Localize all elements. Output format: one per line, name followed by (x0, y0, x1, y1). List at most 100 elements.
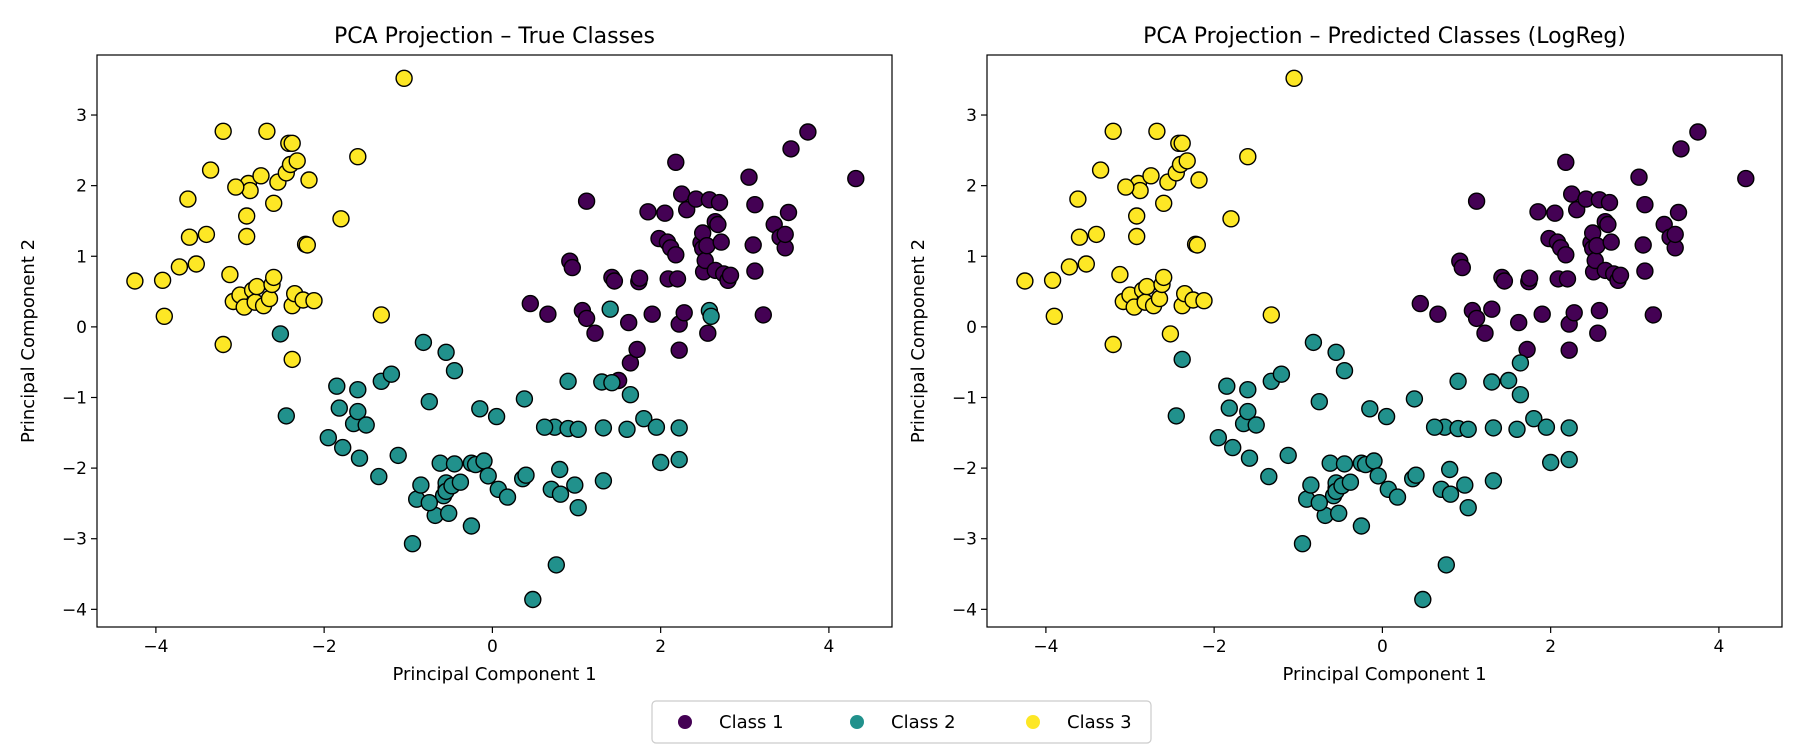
data-point-class-3 (1070, 228, 1089, 246)
data-point-class-2 (524, 590, 542, 609)
plot-frame (96, 54, 893, 628)
data-point-class-3 (241, 181, 259, 200)
y-tick-label: −1 (952, 388, 977, 408)
x-tick-label: −4 (143, 637, 168, 657)
data-point-class-3 (265, 194, 283, 213)
y-tick-label: 1 (966, 247, 977, 267)
data-point-class-3 (1188, 236, 1207, 254)
y-tick-label: −4 (952, 600, 977, 620)
data-point-class-3 (349, 147, 367, 166)
data-point-class-2 (1335, 455, 1354, 473)
data-point-class-2 (569, 499, 587, 517)
data-point-class-1 (1636, 195, 1654, 214)
data-point-class-1 (1630, 168, 1648, 186)
data-point-class-3 (1104, 335, 1122, 354)
data-point-class-3 (1190, 171, 1208, 189)
data-point-class-1 (1562, 185, 1581, 203)
data-point-class-2 (1440, 460, 1459, 479)
data-point-class-2 (547, 556, 565, 574)
data-point-class-1 (1589, 324, 1607, 342)
data-point-class-2 (1414, 590, 1432, 609)
data-point-class-3 (395, 69, 413, 88)
data-point-class-3 (300, 171, 318, 189)
data-point-class-2 (1369, 467, 1387, 485)
data-point-class-2 (535, 418, 554, 436)
x-tick-label: 0 (487, 637, 498, 657)
x-tick-label: 4 (1713, 637, 1724, 657)
data-point-class-2 (515, 390, 534, 408)
data-point-class-2 (1220, 399, 1239, 417)
data-point-class-3 (1127, 227, 1146, 246)
data-point-class-3 (1043, 271, 1062, 289)
y-tick-label: 3 (966, 106, 977, 126)
data-point-class-2 (350, 449, 369, 467)
data-point-class-1 (1636, 262, 1654, 280)
data-point-class-1 (1467, 192, 1486, 210)
data-point-class-2 (618, 420, 636, 438)
data-point-class-2 (594, 472, 613, 490)
data-point-class-1 (586, 324, 604, 342)
data-point-class-1 (656, 204, 674, 222)
data-point-class-2 (551, 460, 569, 479)
data-point-class-2 (1260, 467, 1278, 486)
scatter-panel-2: PCA Projection – Predicted Classes (LogR… (908, 24, 1783, 685)
data-point-class-2 (670, 419, 688, 437)
legend: Class 1 Class 2 Class 3 (651, 700, 1152, 744)
data-point-class-3 (214, 335, 232, 354)
data-point-class-1 (673, 185, 691, 203)
legend-label: Class 1 (719, 712, 784, 733)
data-point-class-2 (1407, 466, 1425, 484)
data-point-class-2 (1247, 416, 1265, 434)
data-point-class-2 (420, 494, 438, 512)
data-point-class-3 (1173, 134, 1191, 153)
data-point-class-2 (1327, 343, 1345, 361)
data-point-class-2 (1239, 402, 1257, 421)
data-point-class-1 (776, 225, 794, 244)
data-point-class-1 (1533, 305, 1551, 323)
x-tick-label: −2 (1202, 637, 1227, 657)
data-point-class-1 (675, 304, 693, 322)
data-point-class-3 (179, 190, 197, 208)
data-point-class-1 (782, 140, 800, 158)
data-point-class-1 (577, 192, 596, 210)
data-point-class-3 (1091, 161, 1110, 179)
data-point-class-2 (462, 517, 481, 535)
data-point-class-3 (1016, 272, 1034, 290)
data-point-class-3 (372, 306, 390, 324)
data-point-class-2 (1279, 446, 1297, 465)
data-point-class-1 (643, 305, 661, 323)
legend-marker (678, 715, 692, 729)
data-point-class-2 (1173, 350, 1191, 369)
data-point-class-3 (305, 292, 323, 310)
data-point-class-2 (487, 407, 506, 426)
data-point-class-2 (1310, 494, 1329, 512)
data-point-class-2 (551, 485, 570, 503)
data-point-class-2 (1511, 354, 1530, 372)
data-point-class-2 (559, 372, 577, 390)
data-point-class-2 (1167, 407, 1186, 425)
data-point-class-3 (1150, 289, 1169, 308)
data-point-class-1 (639, 203, 657, 221)
data-point-class-2 (414, 333, 433, 352)
data-point-class-2 (1449, 372, 1467, 390)
data-point-class-2 (1361, 400, 1379, 418)
data-point-class-3 (283, 350, 301, 369)
data-point-class-2 (1484, 472, 1503, 490)
data-point-class-3 (1077, 255, 1096, 273)
data-point-class-2 (1405, 390, 1424, 408)
data-point-class-1 (1483, 300, 1501, 318)
legend-marker (1026, 715, 1040, 729)
data-point-class-2 (647, 418, 666, 436)
data-point-class-2 (1499, 371, 1518, 390)
data-point-class-3 (1195, 292, 1213, 310)
y-tick-label: 1 (76, 247, 87, 267)
data-point-class-1 (754, 306, 772, 324)
data-point-class-2 (1560, 419, 1578, 437)
data-point-class-1 (698, 236, 716, 255)
data-point-class-1 (1558, 270, 1577, 288)
data-point-class-2 (1511, 386, 1530, 404)
data-point-class-2 (349, 402, 367, 421)
x-tick-label: 4 (823, 637, 834, 657)
data-point-class-3 (155, 307, 174, 325)
